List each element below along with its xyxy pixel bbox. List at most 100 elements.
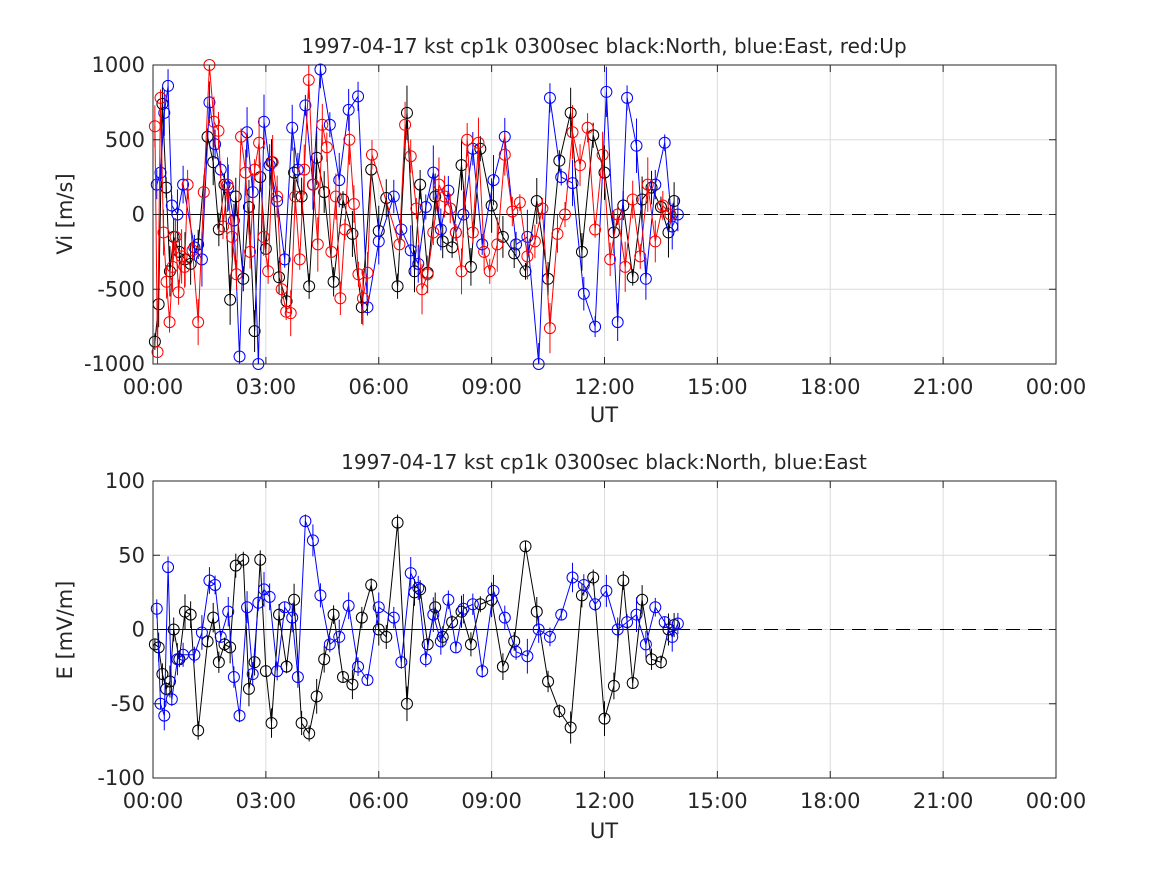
ion-velocity-point-up (166, 260, 179, 273)
ion-velocity-point-up (186, 244, 199, 257)
ion-velocity-point-east (257, 115, 270, 128)
electric-field-point-east (314, 589, 327, 602)
ion-velocity-point-up (416, 283, 429, 296)
ion-velocity-point-north (564, 106, 577, 119)
ion-velocity-point-up (271, 190, 284, 203)
ion-velocity-point-up (472, 136, 485, 149)
electric-field-line-east (156, 520, 679, 716)
ion-velocity-point-east (241, 126, 254, 139)
electric-field-point-east (271, 665, 284, 678)
ion-velocity-point-east (666, 220, 679, 233)
ion-velocity-point-up (444, 202, 457, 215)
panel-ion-velocity-ticks (152, 64, 1057, 365)
electric-field-point-north (607, 679, 620, 692)
electric-field-ytick-label: 100 (105, 469, 145, 493)
electric-field-point-east (434, 635, 447, 648)
electric-field-point-north (530, 605, 543, 618)
ion-velocity-ytick-label: 500 (105, 128, 145, 152)
ion-velocity-point-east (342, 103, 355, 116)
electric-field-point-east (323, 638, 336, 651)
ion-velocity-point-up (536, 202, 549, 215)
electric-field-point-north (519, 540, 532, 553)
ion-velocity-point-up (347, 198, 360, 211)
electric-field-point-east (427, 608, 440, 621)
electric-field-point-north (626, 676, 639, 689)
ion-velocity-point-east (589, 320, 602, 333)
ion-velocity-point-up (239, 166, 252, 179)
ion-velocity-point-east (209, 138, 222, 151)
ion-velocity-point-north (626, 271, 639, 284)
ion-velocity-point-up (506, 205, 519, 218)
ion-velocity-point-north (485, 199, 498, 212)
ion-velocity-point-east (434, 223, 447, 236)
ion-velocity-point-up (361, 266, 374, 279)
electric-field-line-north (154, 522, 675, 735)
ion-velocity-point-east (630, 139, 643, 152)
panel-electric-field-title: 1997-04-17 kst cp1k 0300sec black:North,… (341, 450, 867, 474)
ion-velocity-ytick-label: -500 (97, 277, 145, 301)
ion-velocity-point-north (318, 186, 331, 199)
ion-velocity-point-up (212, 124, 225, 137)
electric-field-ytick-label: 50 (118, 543, 145, 567)
ion-velocity-point-up (302, 73, 315, 86)
ion-velocity-xtick-label: 18:00 (800, 375, 861, 399)
electric-field-point-north (184, 608, 197, 621)
ion-velocity-point-up (432, 178, 445, 191)
ion-velocity-ytick-label: 1000 (92, 53, 145, 77)
ion-velocity-point-up (320, 141, 333, 154)
electric-field-point-east (449, 641, 462, 654)
electric-field-point-north (224, 641, 237, 654)
electric-field-point-north (400, 697, 413, 710)
ion-velocity-point-north (273, 271, 286, 284)
electric-field-point-north (496, 660, 509, 673)
electric-field-point-east (188, 648, 201, 661)
electric-field-point-north (464, 638, 477, 651)
electric-field-point-east (333, 630, 346, 643)
electric-field-point-north (265, 717, 278, 730)
panel-ion-velocity-title: 1997-04-17 kst cp1k 0300sec black:North,… (301, 34, 906, 58)
electric-field-point-east (658, 616, 671, 629)
panel-electric-field-ylabel: E [mV/m] (53, 581, 77, 680)
ion-velocity-point-up (551, 227, 564, 240)
ion-velocity-point-up (649, 235, 662, 248)
ion-velocity-point-north (295, 190, 308, 203)
electric-field-point-north (192, 724, 205, 737)
ion-velocity-point-east (543, 91, 556, 104)
electric-field-point-north (598, 712, 611, 725)
electric-field-point-east (222, 605, 235, 618)
electric-field-point-east (372, 601, 385, 614)
ion-velocity-point-up (528, 235, 541, 248)
ion-velocity-point-north (310, 151, 323, 164)
electric-field-xtick-label: 06:00 (348, 789, 409, 813)
electric-field-point-east (589, 598, 602, 611)
electric-field-point-north (365, 578, 378, 591)
electric-field-xtick-label: 00:00 (123, 789, 184, 813)
ion-velocity-point-up (216, 220, 229, 233)
electric-field-point-east (286, 611, 299, 624)
ion-velocity-point-east (566, 177, 579, 190)
ion-velocity-point-up (178, 260, 191, 273)
electric-field-point-north (553, 705, 566, 718)
electric-field-point-east (246, 668, 259, 681)
electric-field-point-north (303, 727, 316, 740)
electric-field-point-east (150, 602, 163, 615)
ion-velocity-point-up (410, 202, 423, 215)
electric-field-point-east (611, 623, 624, 636)
ion-velocity-xtick-label: 15:00 (687, 375, 748, 399)
ion-velocity-point-north (303, 280, 316, 293)
electric-field-point-east (227, 671, 240, 684)
electric-field-point-north (318, 653, 331, 666)
ion-velocity-point-up (491, 238, 504, 251)
electric-field-point-north (617, 574, 630, 587)
ion-velocity-point-up (634, 250, 647, 263)
ion-velocity-point-up (192, 316, 205, 329)
electric-field-point-east (291, 671, 304, 684)
ion-velocity-point-up (253, 136, 266, 149)
ion-velocity-point-up (298, 163, 311, 176)
electric-field-series-north (148, 514, 681, 744)
electric-field-point-east (241, 601, 254, 614)
ion-velocity-point-up (163, 316, 176, 329)
ion-velocity-point-up (399, 118, 412, 131)
ion-velocity-point-up (235, 130, 248, 143)
electric-field-point-north (654, 656, 667, 669)
